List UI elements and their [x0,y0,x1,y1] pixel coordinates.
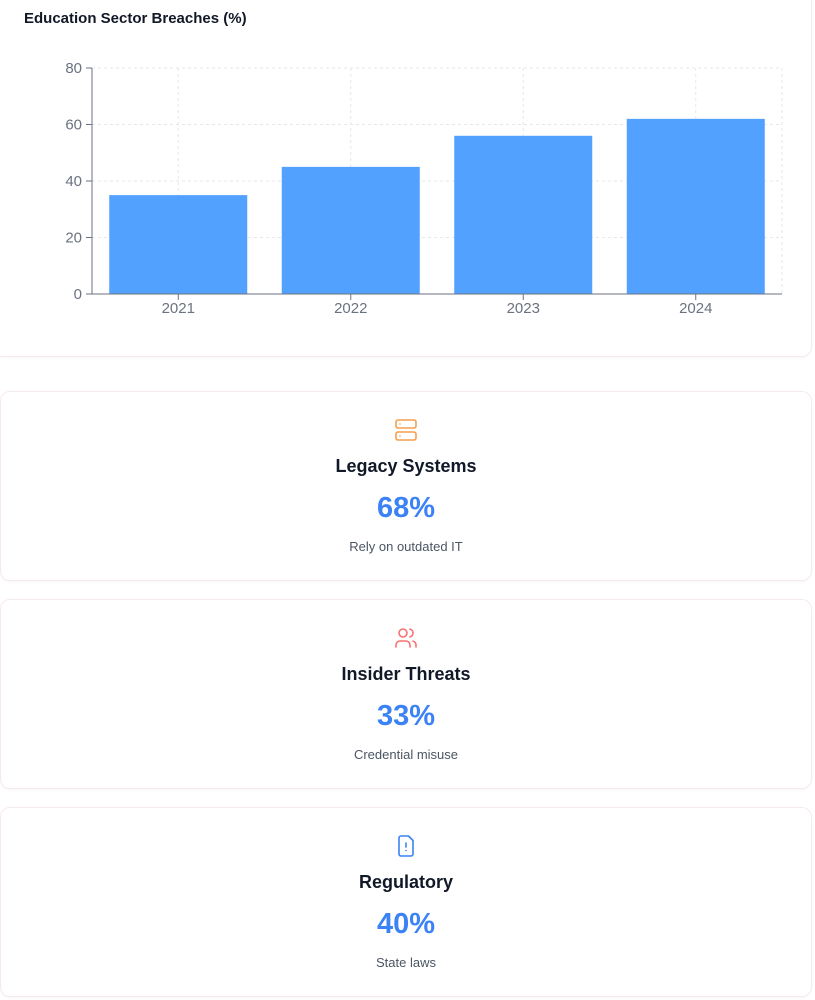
bar-2022 [281,166,420,294]
stat-card-insider-threats: Insider Threats 33% Credential misuse [0,599,812,789]
x-tick-label: 2023 [507,300,540,317]
x-tick-label: 2021 [162,300,195,317]
chart-card: Education Sector Breaches (%) 0 20 40 60 80 2… [0,0,812,357]
file-alert-icon [394,834,418,858]
stat-description: Credential misuse [353,747,459,762]
bar-2023 [454,135,593,294]
x-tick-label: 2022 [334,300,367,317]
chart-title: Education Sector Breaches (%) [24,10,247,27]
stat-description: Rely on outdated IT [349,539,463,554]
y-tick-label: 60 [65,117,82,134]
stat-title: Legacy Systems [335,456,477,476]
stat-value: 40% [376,908,436,940]
stat-value: 33% [376,700,436,732]
bar-chart: 0 20 40 60 80 2021 2022 2023 2024 [65,60,783,317]
stat-card-legacy-systems: Legacy Systems 68% Rely on outdated IT [0,391,812,581]
x-tick-label: 2024 [679,300,712,317]
stat-title: Regulatory [358,872,454,892]
stat-card-regulatory: Regulatory 40% State laws [0,807,812,997]
y-tick-label: 40 [65,173,82,190]
y-tick-label: 20 [65,230,82,247]
stat-description: State laws [376,955,436,970]
stat-title: Insider Threats [341,664,471,684]
server-icon [394,418,418,442]
users-icon [394,626,418,650]
y-tick-label: 80 [65,60,82,77]
bar-2021 [109,195,248,294]
bar-2024 [626,118,765,294]
y-tick-label: 0 [74,286,82,303]
stat-value: 68% [376,492,436,524]
